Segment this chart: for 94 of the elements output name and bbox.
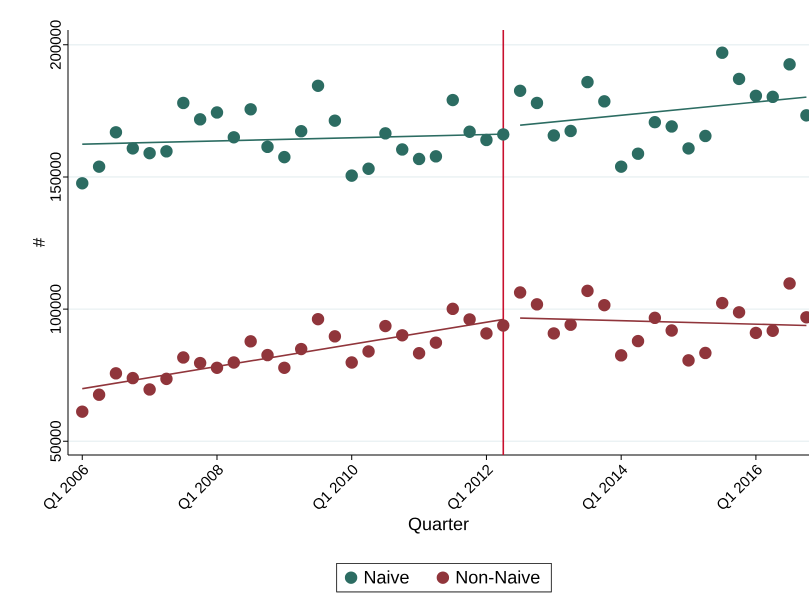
point [76,405,88,418]
y-axis-title: # [33,238,45,248]
point [143,146,156,160]
point [430,150,442,163]
point [463,126,476,138]
point [514,84,526,97]
point [396,143,408,156]
point [682,354,695,367]
point [699,130,712,142]
point [480,134,493,146]
y-tick-label: 150000 [50,152,61,201]
point [396,329,408,342]
point [598,298,611,312]
point [716,296,728,310]
legend-label: Non-Naive [456,570,540,584]
point [732,72,746,86]
point [480,327,493,340]
point [278,362,291,374]
point [514,286,526,299]
point [665,324,678,337]
y-tick-label: 100000 [50,284,61,333]
point [783,277,796,290]
point [598,95,611,108]
point [312,312,324,326]
point [665,120,678,133]
point [194,113,206,126]
point [581,76,594,88]
point [430,336,442,349]
point [244,335,257,348]
point [564,318,577,331]
point [783,58,796,71]
point [210,362,224,374]
point [294,125,308,138]
point [632,334,644,348]
point [261,348,274,362]
point [160,145,173,158]
point [110,126,122,138]
point [346,169,358,182]
point [328,114,342,127]
point [446,302,459,316]
point [110,367,122,380]
point [497,128,510,141]
legend-label: Naive [364,570,409,584]
point [328,330,342,343]
point [412,347,426,360]
point [362,162,375,175]
point [530,298,544,311]
point [614,160,628,173]
point [177,96,190,110]
point [750,90,762,102]
point [766,324,779,337]
point [362,345,375,358]
point [228,356,240,369]
point [632,147,644,160]
point [379,127,392,140]
point [732,306,746,318]
point [92,160,106,173]
point [446,94,459,106]
point [682,142,695,155]
y-tick-label: 200000 [50,20,61,70]
point [530,96,544,110]
point [648,312,662,324]
point [261,140,274,154]
point [244,103,257,116]
point [699,346,712,360]
point [126,142,139,155]
point [379,320,392,332]
point [143,383,156,396]
point [412,152,426,166]
point [194,356,206,370]
point [92,388,106,401]
point [750,326,762,340]
point [160,372,173,386]
point [76,177,88,190]
point [766,90,779,104]
point [278,150,291,164]
point [312,80,324,92]
point [497,319,510,332]
point [716,46,728,59]
x-axis-title: Quarter [408,518,469,534]
point [614,349,628,362]
point [346,356,358,369]
point [463,313,476,326]
point [548,327,560,340]
point [126,372,139,384]
point [581,284,594,298]
point [548,129,560,142]
y-tick-label: 50000 [50,421,61,462]
point [210,106,224,119]
point [564,124,577,138]
point [294,342,308,356]
point [648,116,662,128]
point [177,351,190,364]
point [228,131,240,144]
